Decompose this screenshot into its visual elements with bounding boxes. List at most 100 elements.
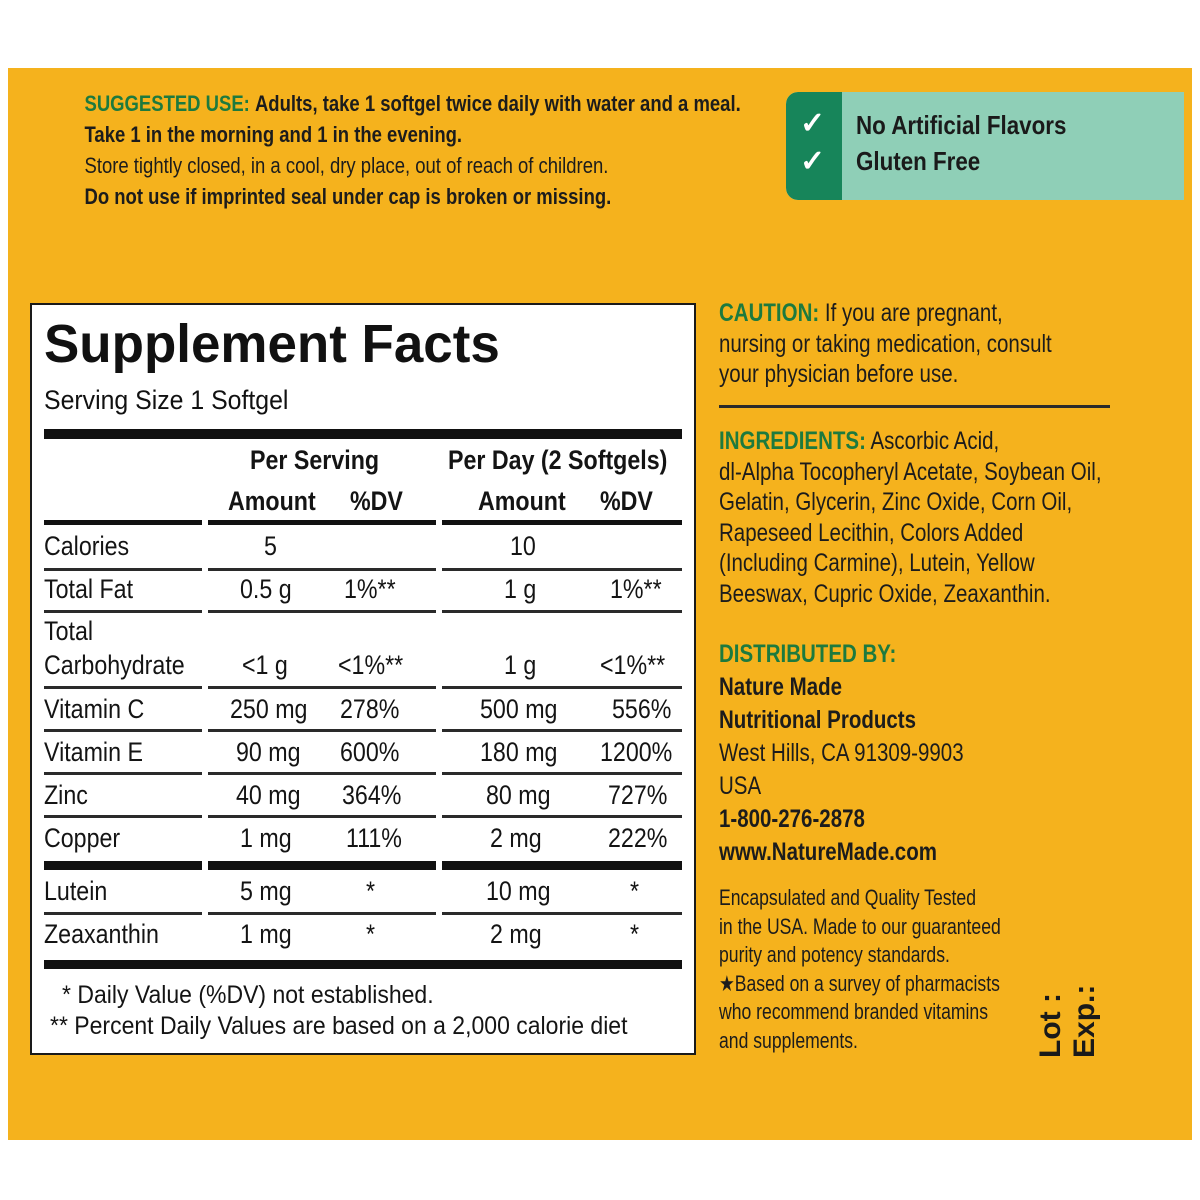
row-dv: 1200% <box>600 737 673 767</box>
header-rule <box>208 520 436 525</box>
row-label: Zeaxanthin <box>44 919 159 949</box>
quality-block: Encapsulated and Quality Tested in the U… <box>719 884 1001 1055</box>
row-dv: <1%** <box>338 650 404 680</box>
row-label: Calories <box>44 531 130 561</box>
ingredients-heading: INGREDIENTS: <box>719 427 866 455</box>
row-rule <box>44 686 202 689</box>
row-dv: 1%** <box>344 574 396 604</box>
row-label: Zinc <box>44 780 88 810</box>
row-dv: <1%** <box>600 650 666 680</box>
row-amount: 2 mg <box>490 919 542 949</box>
footnote-percent-dv: ** Percent Daily Values are based on a 2… <box>50 1012 628 1040</box>
row-amount: 0.5 g <box>240 574 292 604</box>
row-rule <box>442 815 682 818</box>
caution-block: CAUTION: If you are pregnant, nursing or… <box>719 298 1052 390</box>
suggested-use-line1: Adults, take 1 softgel twice daily with … <box>254 91 741 116</box>
row-dv: 556% <box>612 694 672 724</box>
supplement-facts-panel: Supplement Facts Serving Size 1 Softgel … <box>30 303 696 1055</box>
exp-label: Exp.: <box>1068 984 1101 1058</box>
row-rule <box>208 815 436 818</box>
row-label: Vitamin E <box>44 737 143 767</box>
row-rule <box>44 772 202 775</box>
check-icon: ✓ <box>800 107 826 140</box>
check-icon: ✓ <box>800 145 826 178</box>
row-amount: 1 mg <box>240 823 292 853</box>
caution-line3: your physician before use. <box>719 360 959 388</box>
row-dv: 727% <box>608 780 668 810</box>
row-amount: 500 mg <box>480 694 558 724</box>
suggested-use-heading: SUGGESTED USE: <box>84 91 250 116</box>
row-amount: 40 mg <box>236 780 301 810</box>
badge-strip <box>786 92 842 200</box>
row-rule <box>208 772 436 775</box>
quality-line6: and supplements. <box>719 1027 858 1053</box>
suggested-use-block: SUGGESTED USE: Adults, take 1 softgel tw… <box>84 88 740 212</box>
row-rule <box>44 568 202 571</box>
row-rule <box>442 729 682 732</box>
row-rule <box>44 912 202 915</box>
row-rule <box>208 912 436 915</box>
thick-rule <box>44 861 202 870</box>
row-amount: 250 mg <box>230 694 308 724</box>
row-amount: 1 g <box>504 574 537 604</box>
thick-rule <box>442 861 682 870</box>
ingredients-line3: Gelatin, Glycerin, Zinc Oxide, Corn Oil, <box>719 488 1073 516</box>
quality-line3: purity and potency standards. <box>719 942 950 967</box>
ingredients-line1: Ascorbic Acid, <box>870 427 1000 455</box>
thick-rule <box>44 429 682 439</box>
facts-title: Supplement Facts <box>44 314 500 374</box>
caution-line1: If you are pregnant, <box>824 299 1003 327</box>
suggested-use-line4: Do not use if imprinted seal under cap i… <box>84 184 612 209</box>
row-rule <box>442 610 682 613</box>
distributor-country: USA <box>719 772 762 800</box>
row-amount: 10 <box>510 531 536 561</box>
row-dv: 1%** <box>610 574 662 604</box>
row-amount: 180 mg <box>480 737 558 767</box>
row-rule <box>208 729 436 732</box>
row-amount: 10 mg <box>486 876 551 906</box>
row-rule <box>442 772 682 775</box>
row-label: Carbohydrate <box>44 650 185 680</box>
row-rule <box>442 568 682 571</box>
row-label: Total Fat <box>44 574 134 604</box>
serving-size: Serving Size 1 Softgel <box>44 385 289 415</box>
caution-line2: nursing or taking medication, consult <box>719 329 1052 358</box>
header-amount: Amount <box>478 486 566 516</box>
row-dv: * <box>630 876 640 906</box>
distributor-address: West Hills, CA 91309-9903 <box>719 739 964 767</box>
lot-exp-block: Lot : Exp.: <box>1034 985 1102 1058</box>
distributed-heading: DISTRIBUTED BY: <box>719 640 897 668</box>
quality-line2: in the USA. Made to our guaranteed <box>719 913 1001 939</box>
claim-no-artificial-flavors: No Artificial Flavors <box>856 110 1067 140</box>
claims-badge: ✓ ✓ No Artificial Flavors Gluten Free <box>786 92 1184 200</box>
row-label: Vitamin C <box>44 694 145 724</box>
distributor-phone: 1-800-276-2878 <box>719 805 865 833</box>
header-rule <box>44 520 202 525</box>
row-rule <box>442 912 682 915</box>
row-label: Copper <box>44 823 121 853</box>
row-dv: 222% <box>608 823 668 853</box>
header-amount: Amount <box>228 486 316 516</box>
row-rule <box>442 686 682 689</box>
row-dv: 364% <box>342 780 402 810</box>
row-dv: 600% <box>340 737 400 767</box>
row-label: Lutein <box>44 876 108 906</box>
row-label: Total <box>44 616 94 646</box>
row-dv: 278% <box>340 694 400 724</box>
row-amount: 5 mg <box>240 876 292 906</box>
distributor-website: www.NatureMade.com <box>719 838 937 866</box>
row-amount: 90 mg <box>236 737 301 767</box>
row-dv: 111% <box>346 823 402 853</box>
thick-rule <box>44 960 682 969</box>
quality-line5: who recommend branded vitamins <box>719 999 989 1024</box>
header-dv: %DV <box>350 486 403 516</box>
row-rule <box>44 610 202 613</box>
row-amount: 1 mg <box>240 919 292 949</box>
footnote-dv-not-established: * Daily Value (%DV) not established. <box>62 981 434 1009</box>
lot-label: Lot : <box>1034 993 1067 1058</box>
caution-heading: CAUTION: <box>719 299 820 327</box>
quality-line4: ★Based on a survey of pharmacists <box>719 970 1000 996</box>
row-amount: 5 <box>264 531 277 561</box>
header-per-serving: Per Serving <box>250 445 380 475</box>
row-dv: * <box>366 876 376 906</box>
